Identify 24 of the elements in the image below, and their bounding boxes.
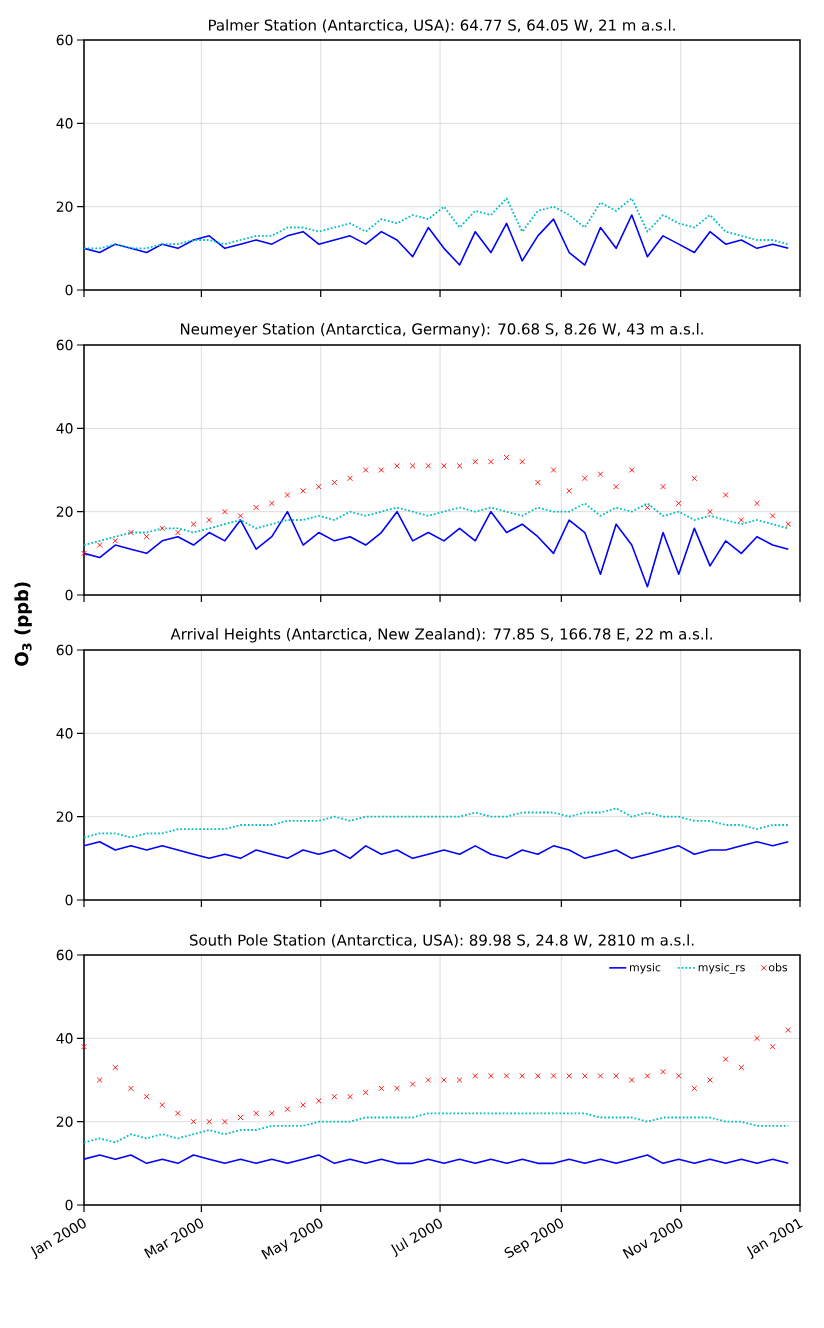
chart-title: Neumeyer Station (Antarctica, Germany): 70.68 S, 8.26 W, 43 m a.s.l. (180, 323, 703, 338)
y-tick-label: 60 (56, 34, 73, 46)
y-tick-label: 40 (56, 728, 73, 739)
y-tick-label: 0 (65, 1199, 73, 1211)
chart-title: Palmer Station (Antarctica, USA): 64.77 S, 64.05 W, 21 m a.s.l. (209, 19, 675, 33)
chart-title: Arrival Heights (Antarctica, New Zealand): 77.85 S, 166.78 E, 22 m a.s.l. (170, 628, 712, 643)
y-tick-label: 60 (56, 339, 73, 351)
y-tick-label: 20 (56, 201, 73, 212)
y-tick-label: 60 (56, 644, 73, 656)
y-tick-label: 0 (65, 894, 73, 906)
legend-label: mysic (630, 962, 661, 974)
y-tick-label: 0 (65, 589, 73, 601)
y-tick-label: 20 (56, 811, 73, 822)
y-tick-label: 60 (56, 949, 73, 961)
y-tick-label: 40 (56, 1033, 73, 1044)
y-axis-title: O$_{3}$ (ppb) (14, 582, 32, 666)
legend-label: obs (768, 962, 788, 972)
y-tick-label: 0 (65, 284, 73, 296)
y-tick-label: 40 (56, 118, 73, 129)
y-tick-label: 20 (56, 506, 73, 517)
y-tick-label: 20 (56, 1116, 73, 1127)
chart-title: South Pole Station (Antarctica, USA): 89.98 S, 24.8 W, 2810 m a.s.l. (189, 934, 694, 948)
legend-label: mysic_rs (698, 962, 745, 974)
y-tick-label: 40 (56, 423, 73, 434)
